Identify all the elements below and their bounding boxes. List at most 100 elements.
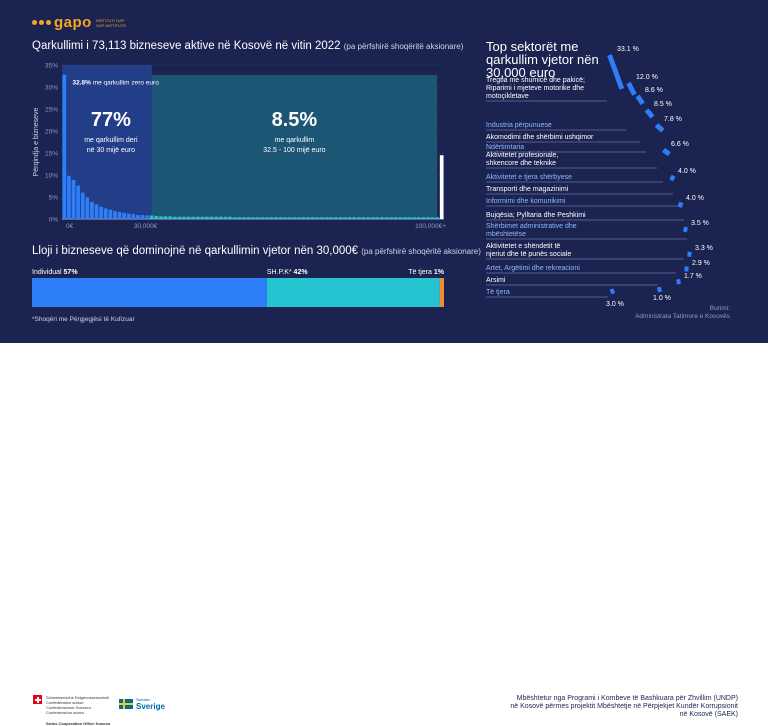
histogram-bar: [274, 217, 278, 219]
highlight-77-line2: në 30 mijë euro: [87, 147, 135, 154]
segment-label-2: Të tjera 1%: [408, 269, 445, 276]
footer: Schweizerische Eidgenossenschaft Confédé…: [0, 343, 768, 726]
segment-label-1: SH.P.K* 42%: [267, 269, 309, 276]
source-label: Burimi:: [709, 305, 730, 312]
sector-label-line: mbështetëse: [486, 231, 526, 238]
sector-label-line: Shërbimet administrative dhe: [486, 223, 577, 230]
segment-0: [32, 278, 267, 307]
sector-label: Ndërtimtaria: [486, 144, 524, 151]
histogram-bar: [117, 211, 122, 219]
sweden-flag-icon: [119, 699, 133, 709]
sector-value: 7.8 %: [664, 116, 682, 123]
sector-label: Shërbimet administrative dhe mbështetëse: [486, 223, 577, 238]
histogram-bar: [329, 217, 334, 219]
histogram-bar: [218, 216, 223, 219]
swiss-logo: Schweizerische Eidgenossenschaft Confédé…: [33, 695, 116, 715]
histogram-bar: [241, 217, 246, 219]
histogram-bar: [357, 217, 361, 219]
sector-value: 2.9 %: [692, 260, 710, 267]
histogram-bar: [260, 217, 265, 219]
sector-label: Aktivitetet e shëndetit të njeriut dhe të…: [486, 243, 571, 258]
histogram-bar: [361, 217, 366, 219]
highlight-85-value: 8.5%: [272, 109, 318, 131]
y-tick-label: 10%: [45, 173, 58, 180]
main-chart-title: Qarkullimi i 73,113 bizneseve aktive në …: [32, 40, 463, 52]
swiss-line-rm: Confederaziun svizra: [46, 710, 84, 715]
histogram-bar: [255, 217, 260, 219]
segment-1: [266, 278, 440, 307]
histogram-bar: [430, 217, 435, 219]
swiss-flag-icon: [33, 695, 42, 704]
histogram-bar: [154, 215, 159, 219]
histogram-bar: [370, 217, 375, 219]
histogram-bar: [136, 215, 140, 219]
gap-logo: gapo INSTITUTI GAP GAP INSTITUTE: [32, 14, 126, 31]
histogram-bar: [426, 217, 430, 219]
sector-label: Aktivitetet e tjera shërbyese: [486, 174, 572, 181]
histogram-bar: [416, 217, 421, 219]
histogram-bar: [99, 206, 103, 219]
sector-label-line: njeriut dhe të punës sociale: [486, 251, 571, 258]
histogram-bar: [149, 215, 154, 219]
top-sectors-chart: Tregtia me shumicë dhe pakicë; Riparimi i…: [486, 46, 713, 308]
histogram-bar: [324, 217, 329, 219]
segment-2: [439, 278, 444, 307]
y-tick-label: 35%: [45, 63, 58, 70]
histogram-bar: [435, 217, 439, 219]
y-axis-label: Përqindja e bizneseve: [33, 107, 40, 176]
sector-bar: [669, 174, 676, 182]
sector-label: Informimi dhe komunikimi: [486, 198, 566, 205]
sector-value: 1.7 %: [684, 273, 702, 280]
histogram-bar: [320, 217, 324, 219]
swiss-office: Swiss Cooperation Office Kosovo: [46, 721, 111, 726]
y-tick-label: 15%: [45, 151, 58, 158]
segment-value: 57%: [64, 269, 79, 276]
segment-label-0: Individual 57%: [32, 269, 78, 276]
swiss-text: Schweizerische Eidgenossenschaft Confédé…: [46, 695, 116, 715]
logo-subtitle: INSTITUTI GAP GAP INSTITUTE: [96, 18, 126, 28]
types-chart-title: Lloji i bizneseve që dominojnë në qarkul…: [32, 245, 481, 257]
sector-label-line: Aktivitetet e tjera shërbyese: [486, 174, 572, 181]
histogram-bar: [71, 179, 76, 219]
histogram-bar: [412, 217, 416, 219]
histogram-bar: [421, 217, 426, 219]
histogram-bar: [122, 212, 126, 219]
sector-label: Akomodimi dhe shërbimi ushqimor: [486, 134, 594, 141]
sector-bar: [682, 226, 688, 233]
histogram-bar: [214, 216, 219, 219]
sector-bar: [677, 201, 684, 208]
histogram-bar: [439, 155, 444, 219]
sector-value: 8.6 %: [645, 87, 663, 94]
sector-label-line: Arsimi: [486, 277, 506, 284]
histogram-bar: [200, 216, 205, 219]
histogram-bar: [338, 217, 343, 219]
sector-label-line: Informimi dhe komunikimi: [486, 198, 566, 205]
sector-label: Transporti dhe magazinimi: [486, 186, 569, 193]
histogram-bar: [352, 217, 357, 219]
histogram-bar: [131, 214, 136, 219]
logo-dots-icon: [32, 20, 51, 25]
histogram-bar: [251, 217, 255, 219]
sector-bar: [626, 81, 637, 96]
histogram-bar: [347, 217, 352, 219]
histogram-bar: [163, 216, 168, 219]
histogram-bar: [310, 217, 315, 219]
types-title-note: (pa përfshirë shoqëritë aksionare): [361, 247, 481, 256]
x-tick-0: 0€: [66, 223, 74, 230]
sector-label-line: motoçikletave: [486, 93, 529, 100]
sector-label: Aktivitetet profesionale, shkencore dhe t…: [486, 152, 558, 167]
histogram-bar: [67, 175, 71, 219]
histogram-bar: [191, 216, 196, 219]
sector-label-line: Bujqësia; Pylltaria dhe Peshkimi: [486, 212, 586, 219]
highlight-77-value: 77%: [91, 109, 131, 131]
sector-bar: [609, 288, 616, 295]
sector-bar: [684, 266, 689, 272]
histogram-bar: [168, 216, 172, 219]
histogram-bar: [269, 217, 274, 219]
sector-label-line: Akomodimi dhe shërbimi ushqimor: [486, 134, 594, 141]
sector-label: Industria përpunuese: [486, 122, 552, 129]
sector-bar: [654, 123, 665, 133]
logo-sub-line1: INSTITUTI GAP: [95, 17, 125, 23]
sector-bar: [635, 94, 645, 106]
segment-value: 1%: [434, 269, 445, 276]
